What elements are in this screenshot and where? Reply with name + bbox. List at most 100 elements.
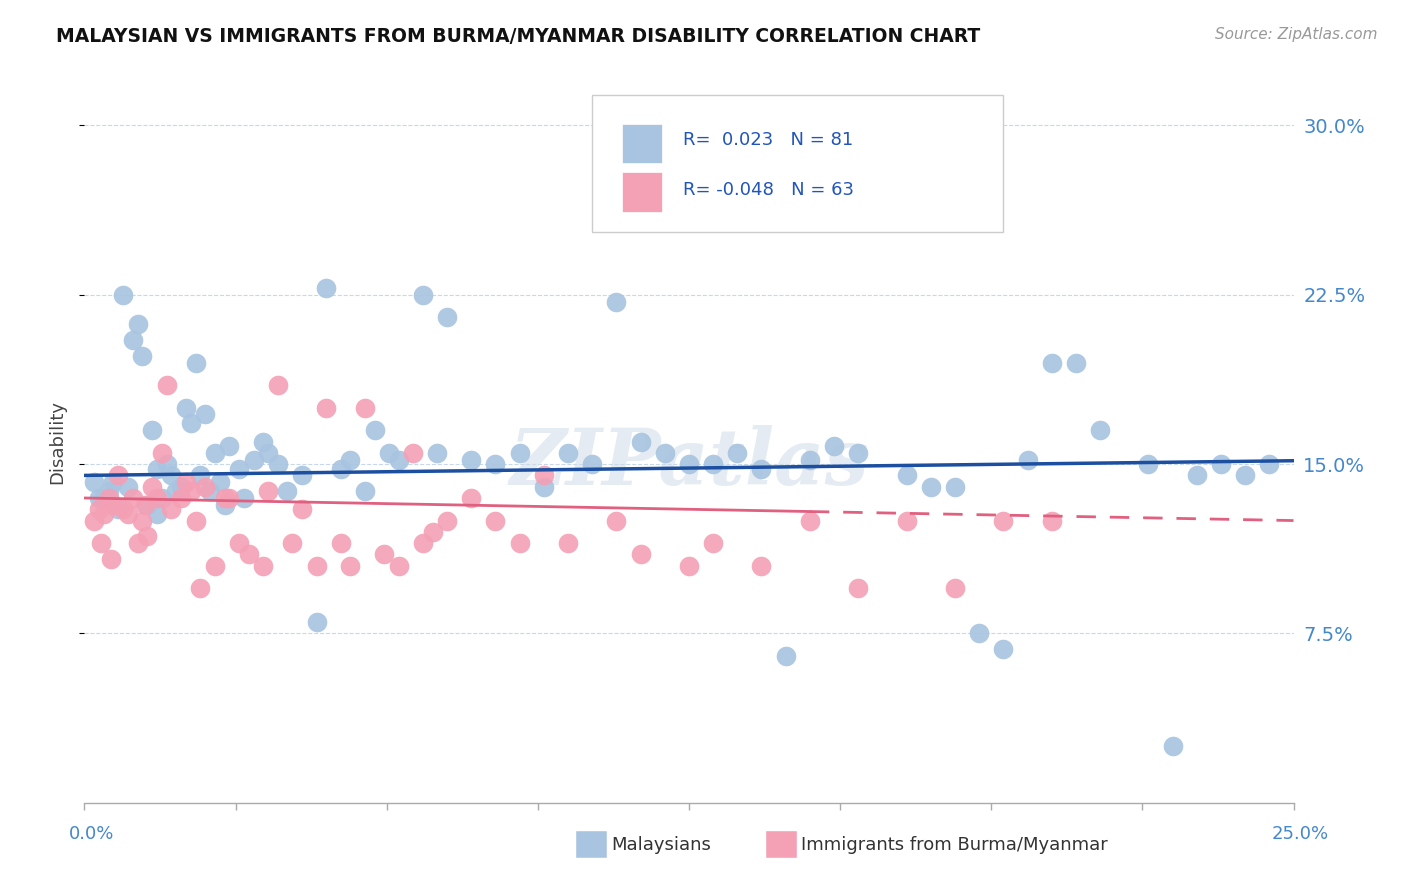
Text: R= -0.048   N = 63: R= -0.048 N = 63 bbox=[683, 181, 853, 199]
Point bbox=[121, 491, 143, 505]
Point bbox=[484, 457, 506, 471]
Point bbox=[846, 582, 869, 596]
Point bbox=[402, 446, 425, 460]
Point bbox=[1161, 739, 1184, 754]
Point bbox=[460, 452, 482, 467]
Point bbox=[557, 446, 579, 460]
Text: MALAYSIAN VS IMMIGRANTS FROM BURMA/MYANMAR DISABILITY CORRELATION CHART: MALAYSIAN VS IMMIGRANTS FROM BURMA/MYANM… bbox=[56, 27, 980, 45]
Point bbox=[103, 498, 125, 512]
Point bbox=[436, 514, 458, 528]
Point bbox=[1209, 457, 1232, 471]
Point bbox=[146, 507, 169, 521]
Point bbox=[170, 480, 193, 494]
Point bbox=[174, 401, 197, 415]
Y-axis label: Disability: Disability bbox=[48, 400, 66, 483]
Point bbox=[799, 514, 821, 528]
Point bbox=[533, 468, 555, 483]
Point bbox=[823, 439, 845, 453]
Point bbox=[605, 514, 627, 528]
Point bbox=[993, 642, 1015, 657]
Point bbox=[194, 408, 217, 422]
Point bbox=[218, 491, 240, 505]
FancyBboxPatch shape bbox=[592, 95, 1004, 232]
Point bbox=[846, 446, 869, 460]
Point bbox=[315, 401, 337, 415]
Point bbox=[678, 457, 700, 471]
Point bbox=[242, 452, 264, 467]
Point bbox=[896, 468, 918, 483]
Point bbox=[107, 468, 129, 483]
Point bbox=[146, 461, 169, 475]
Point bbox=[141, 480, 163, 494]
Point bbox=[373, 548, 395, 562]
Text: Immigrants from Burma/Myanmar: Immigrants from Burma/Myanmar bbox=[801, 836, 1108, 854]
Point bbox=[184, 355, 207, 369]
Point bbox=[460, 491, 482, 505]
Point bbox=[97, 484, 120, 499]
Point bbox=[252, 558, 274, 573]
Point bbox=[654, 446, 676, 460]
Point bbox=[412, 287, 434, 301]
Point bbox=[1064, 355, 1087, 369]
Point bbox=[204, 446, 226, 460]
Point bbox=[160, 502, 183, 516]
Point bbox=[165, 484, 187, 499]
Point bbox=[751, 558, 773, 573]
Point bbox=[581, 457, 603, 471]
Point bbox=[87, 502, 110, 516]
Point bbox=[630, 548, 652, 562]
Point bbox=[180, 417, 202, 431]
Point bbox=[150, 446, 173, 460]
Point bbox=[198, 484, 221, 499]
Point bbox=[1137, 457, 1160, 471]
Point bbox=[218, 439, 240, 453]
Point bbox=[943, 480, 966, 494]
Point bbox=[896, 514, 918, 528]
Point bbox=[136, 498, 159, 512]
Point bbox=[329, 461, 352, 475]
Text: Source: ZipAtlas.com: Source: ZipAtlas.com bbox=[1215, 27, 1378, 42]
Point bbox=[339, 452, 361, 467]
Point bbox=[1017, 452, 1039, 467]
Point bbox=[83, 514, 105, 528]
Point bbox=[509, 446, 531, 460]
Point bbox=[354, 484, 377, 499]
Point bbox=[1185, 468, 1208, 483]
Point bbox=[751, 461, 773, 475]
Point bbox=[208, 475, 231, 490]
Point bbox=[127, 536, 149, 550]
Point bbox=[214, 491, 236, 505]
Point bbox=[257, 484, 280, 499]
Point bbox=[150, 491, 173, 505]
Point bbox=[1234, 468, 1257, 483]
Point bbox=[233, 491, 256, 505]
Point bbox=[184, 514, 207, 528]
Point bbox=[117, 480, 139, 494]
Point bbox=[146, 491, 169, 505]
Point bbox=[281, 536, 304, 550]
Point bbox=[267, 457, 290, 471]
Point bbox=[276, 484, 298, 499]
Point bbox=[484, 514, 506, 528]
Point bbox=[1040, 355, 1063, 369]
Point bbox=[630, 434, 652, 449]
Point bbox=[107, 502, 129, 516]
Point bbox=[257, 446, 280, 460]
Point bbox=[174, 475, 197, 490]
Point bbox=[967, 626, 990, 640]
Point bbox=[799, 452, 821, 467]
Point bbox=[533, 480, 555, 494]
Point bbox=[155, 457, 177, 471]
Point bbox=[1258, 457, 1281, 471]
Point bbox=[509, 536, 531, 550]
Point bbox=[422, 524, 444, 539]
Point bbox=[238, 548, 260, 562]
Bar bbox=[623, 172, 662, 211]
Point bbox=[388, 452, 411, 467]
Point bbox=[136, 529, 159, 543]
Point bbox=[228, 536, 250, 550]
Point bbox=[378, 446, 401, 460]
Bar bbox=[623, 124, 662, 163]
Point bbox=[112, 502, 135, 516]
Point bbox=[190, 582, 212, 596]
